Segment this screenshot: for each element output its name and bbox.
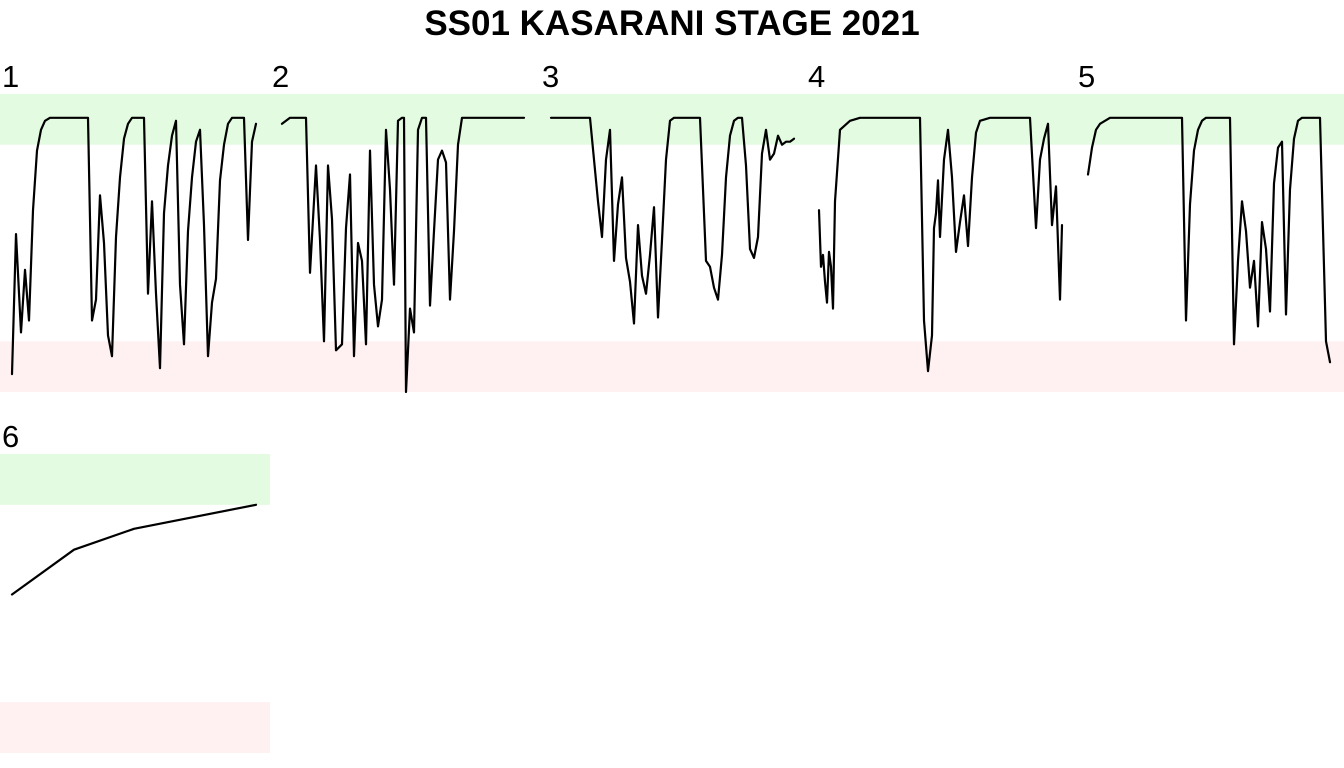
panel-6-band-upper xyxy=(0,454,270,505)
panel-4-band-lower xyxy=(806,341,1076,392)
panel-4-band-upper xyxy=(806,94,1076,145)
chart-title: SS01 KASARANI STAGE 2021 xyxy=(424,4,920,43)
panel-6-series-line xyxy=(10,503,258,596)
panel-6: 6 xyxy=(0,419,270,753)
panel-3-series-line xyxy=(549,116,796,325)
panel-4-series-line xyxy=(817,116,1064,373)
panel-label-3: 3 xyxy=(542,59,559,94)
panel-label-6: 6 xyxy=(2,419,19,454)
panel-label-5: 5 xyxy=(1078,59,1095,94)
panel-4: 4 xyxy=(806,59,1076,392)
panel-label-4: 4 xyxy=(808,59,825,94)
panel-2: 2 xyxy=(270,59,540,394)
panel-1-series-line xyxy=(10,116,258,376)
panel-1-band-lower xyxy=(0,341,270,392)
panel-5-series-line xyxy=(1086,116,1332,364)
panel-label-2: 2 xyxy=(272,59,289,94)
panel-1: 1 xyxy=(0,59,270,392)
panel-5-band-lower xyxy=(1076,341,1344,392)
panel-3: 3 xyxy=(540,59,806,392)
panel-3-band-lower xyxy=(540,341,806,392)
panel-label-1: 1 xyxy=(2,59,19,94)
panel-2-series-line xyxy=(280,116,526,394)
panel-5-band-upper xyxy=(1076,94,1344,145)
panel-6-band-lower xyxy=(0,702,270,753)
panel-5: 5 xyxy=(1076,59,1344,392)
